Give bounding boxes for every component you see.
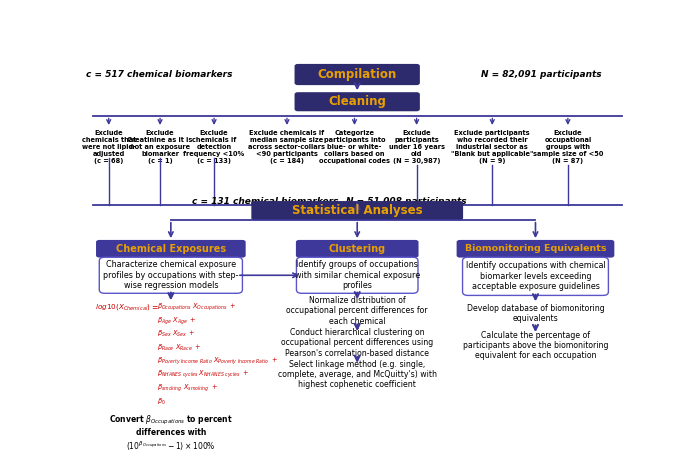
- Text: N = 51,008 participants: N = 51,008 participants: [346, 196, 466, 206]
- Text: $\beta_{smoking}\ X_{smoking}\ +$: $\beta_{smoking}\ X_{smoking}\ +$: [158, 382, 218, 394]
- Text: Calculate the percentage of
participants above the biomonitoring
equivalent for : Calculate the percentage of participants…: [463, 330, 608, 360]
- Text: Select linkage method (e.g. single,
complete, average, and McQuitty's) with
high: Select linkage method (e.g. single, comp…: [277, 360, 437, 390]
- FancyBboxPatch shape: [295, 64, 420, 85]
- FancyBboxPatch shape: [296, 240, 418, 257]
- Text: $\beta_{Poverty\ Income\ Ratio}\ X_{Poverty\ Income\ Ratio}\ +$: $\beta_{Poverty\ Income\ Ratio}\ X_{Pove…: [158, 355, 279, 367]
- Text: Chemical Exposures: Chemical Exposures: [116, 244, 226, 254]
- Text: Convert $\beta_{Occupations}$ to percent
differences with
$(10^{\beta_{Occupatio: Convert $\beta_{Occupations}$ to percent…: [109, 414, 233, 453]
- Text: N = 82,091 participants: N = 82,091 participants: [482, 70, 602, 79]
- Text: Exclude
participants
under 16 years
old
(N = 30,987): Exclude participants under 16 years old …: [389, 129, 445, 164]
- Text: Identify groups of occupations
with similar chemical exposure
profiles: Identify groups of occupations with simi…: [295, 260, 420, 290]
- Text: Characterize chemical exposure
profiles by occupations with step-
wise regressio: Characterize chemical exposure profiles …: [103, 260, 238, 290]
- Text: Categorize
participants into
blue- or white-
collars based on
occupational codes: Categorize participants into blue- or wh…: [319, 129, 390, 164]
- Text: $\beta_{NHANES\ cycles}\ X_{NHANES\ cycles}\ +$: $\beta_{NHANES\ cycles}\ X_{NHANES\ cycl…: [158, 369, 250, 381]
- FancyBboxPatch shape: [295, 92, 420, 111]
- Text: Conduct hierarchical clustering on
occupational percent differences using
Pearso: Conduct hierarchical clustering on occup…: [281, 328, 434, 358]
- Text: Exclude
chemicals if
detection
frequency <10%
(c = 133): Exclude chemicals if detection frequency…: [183, 129, 245, 164]
- FancyBboxPatch shape: [296, 257, 418, 293]
- Text: Exclude participants
who recorded their
industrial sector as
"Blank but applicab: Exclude participants who recorded their …: [451, 129, 533, 164]
- Text: Identify occupations with chemical
biomarker levels exceeding
acceptable exposur: Identify occupations with chemical bioma…: [466, 262, 606, 291]
- Text: Exclude chemicals if
median sample size
across sector-collars
<90 participants
(: Exclude chemicals if median sample size …: [249, 129, 325, 164]
- Text: Normalize distribution of
occupational percent differences for
each chemical: Normalize distribution of occupational p…: [286, 296, 428, 326]
- FancyBboxPatch shape: [252, 201, 463, 220]
- Text: $\beta_0$: $\beta_0$: [158, 396, 166, 407]
- Text: $\mathit{log10(X_{Chemical})}$: $\mathit{log10(X_{Chemical})}$: [95, 302, 151, 313]
- Text: Cleaning: Cleaning: [328, 95, 386, 108]
- FancyBboxPatch shape: [96, 240, 245, 257]
- Text: Clustering: Clustering: [329, 244, 385, 254]
- FancyBboxPatch shape: [463, 257, 608, 296]
- Text: =: =: [151, 303, 158, 312]
- Text: Exclude
occupational
groups with
sample size of <50
(N = 87): Exclude occupational groups with sample …: [533, 129, 603, 164]
- Text: $\beta_{Sex}\ X_{Sex}\ +$: $\beta_{Sex}\ X_{Sex}\ +$: [158, 329, 196, 339]
- FancyBboxPatch shape: [99, 257, 243, 293]
- Text: $\beta_{Occupations}\ X_{Occupations}\ +$: $\beta_{Occupations}\ X_{Occupations}\ +…: [158, 302, 236, 313]
- Text: Biomonitoring Equivalents: Biomonitoring Equivalents: [465, 244, 606, 253]
- Text: Compilation: Compilation: [318, 68, 397, 81]
- Text: $\beta_{Age}\ X_{Age}\ +$: $\beta_{Age}\ X_{Age}\ +$: [158, 315, 197, 327]
- Text: Exclude
chemicals that
were not lipid-
adjusted
(c = 68): Exclude chemicals that were not lipid- a…: [82, 129, 136, 164]
- Text: $\beta_{Race}\ X_{Race}\ +$: $\beta_{Race}\ X_{Race}\ +$: [158, 342, 202, 353]
- Text: c = 131 chemical biomarkers: c = 131 chemical biomarkers: [192, 196, 339, 206]
- FancyBboxPatch shape: [457, 240, 614, 257]
- Text: c = 517 chemical biomarkers: c = 517 chemical biomarkers: [86, 70, 233, 79]
- Text: Exclude
Creatinine as it is
not an exposure
biomarker
(c = 1): Exclude Creatinine as it is not an expos…: [128, 129, 193, 164]
- Text: Develop database of biomonitoring
equivalents: Develop database of biomonitoring equiva…: [466, 304, 604, 324]
- Text: Statistical Analyses: Statistical Analyses: [292, 204, 422, 217]
